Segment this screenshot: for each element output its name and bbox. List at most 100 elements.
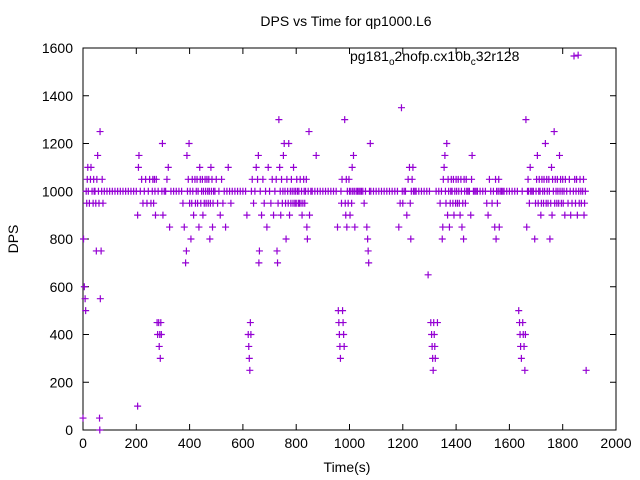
y-axis-label: DPS (5, 225, 21, 254)
chart-title: DPS vs Time for qp1000.L6 (260, 13, 431, 29)
legend-label-part-c: 2nofp.cx10b (395, 48, 471, 64)
data-point (298, 211, 306, 219)
data-point (254, 151, 262, 159)
data-point (541, 140, 549, 147)
data-point (98, 175, 106, 183)
data-point (185, 140, 193, 147)
legend-label: pg181o2nofp.cx10bc32r128 (350, 48, 520, 68)
y-tick-label: 400 (50, 327, 74, 343)
x-axis: 0 200 400 600 800 1000 1200 1400 1600 1800 2000 (79, 48, 632, 451)
data-point (436, 199, 444, 207)
y-tick-label: 1400 (42, 88, 73, 104)
data-point (259, 175, 267, 183)
data-point (303, 235, 311, 243)
data-point (245, 354, 253, 362)
x-tick-label: 400 (178, 435, 202, 451)
data-point (182, 259, 190, 267)
data-point (336, 354, 344, 362)
data-point (96, 128, 104, 136)
data-point (246, 319, 254, 327)
data-point (79, 414, 87, 422)
x-tick-label: 1200 (387, 435, 418, 451)
data-point (82, 307, 90, 315)
data-point (492, 235, 500, 243)
legend-label-part-b: o (389, 57, 395, 68)
data-point (163, 175, 171, 183)
y-tick-label: 800 (50, 231, 74, 247)
x-axis-label: Time(s) (324, 459, 371, 475)
data-point (134, 163, 142, 171)
data-point (267, 199, 275, 207)
data-point (245, 342, 253, 350)
data-point (219, 199, 227, 207)
data-point (340, 331, 348, 338)
data-point (348, 199, 356, 207)
x-tick-label: 0 (79, 435, 87, 451)
data-point (407, 235, 415, 243)
data-point (582, 366, 590, 374)
data-point (346, 211, 354, 219)
legend-label-part-d: c (471, 57, 476, 68)
data-point (460, 235, 468, 243)
legend-label-part-e: 32r128 (476, 48, 520, 64)
data-point (430, 331, 438, 338)
data-point (581, 187, 589, 195)
data-point (401, 187, 409, 195)
data-point (567, 211, 575, 219)
data-point (366, 140, 374, 147)
data-point (343, 223, 351, 231)
data-point (433, 319, 441, 327)
y-tick-label: 1200 (42, 136, 73, 152)
data-point (276, 163, 284, 171)
y-tick-label: 1600 (42, 40, 73, 56)
data-point (157, 319, 165, 327)
data-point (207, 163, 215, 171)
data-point (523, 223, 531, 231)
data-point (164, 163, 172, 171)
data-point (270, 211, 278, 219)
data-point (182, 247, 190, 255)
data-point (579, 175, 587, 183)
data-point (195, 223, 203, 231)
data-point (364, 247, 372, 255)
y-tick-label: 600 (50, 279, 74, 295)
data-point (246, 366, 254, 374)
data-point (166, 223, 174, 231)
data-point (458, 223, 466, 231)
data-point (275, 116, 283, 124)
data-point (339, 319, 347, 327)
data-point (303, 223, 311, 231)
data-point (521, 331, 529, 338)
data-point (537, 211, 545, 219)
data-point (341, 116, 349, 124)
legend: pg181o2nofp.cx10bc32r128 (350, 48, 578, 68)
data-point (533, 151, 541, 159)
data-point (87, 163, 95, 171)
data-point (349, 151, 357, 159)
data-point (450, 211, 458, 219)
data-point (156, 354, 164, 362)
data-point (399, 199, 407, 207)
data-point (260, 199, 268, 207)
data-point (337, 187, 345, 195)
data-point (495, 223, 503, 231)
series-points (79, 51, 590, 434)
data-point (286, 211, 294, 219)
legend-marker (570, 52, 578, 60)
data-point (255, 247, 263, 255)
data-point (339, 307, 347, 315)
data-point (526, 163, 534, 171)
legend-label-part-a: pg181 (350, 48, 389, 64)
x-tick-label: 200 (125, 435, 149, 451)
data-point (461, 199, 469, 207)
data-point (159, 211, 167, 219)
data-point (206, 235, 214, 243)
data-point (285, 140, 293, 147)
data-point (80, 235, 88, 243)
data-point (96, 414, 104, 422)
data-point (134, 211, 142, 219)
data-point (431, 342, 439, 350)
data-point (178, 187, 186, 195)
data-point (531, 235, 539, 243)
data-point (150, 199, 158, 207)
